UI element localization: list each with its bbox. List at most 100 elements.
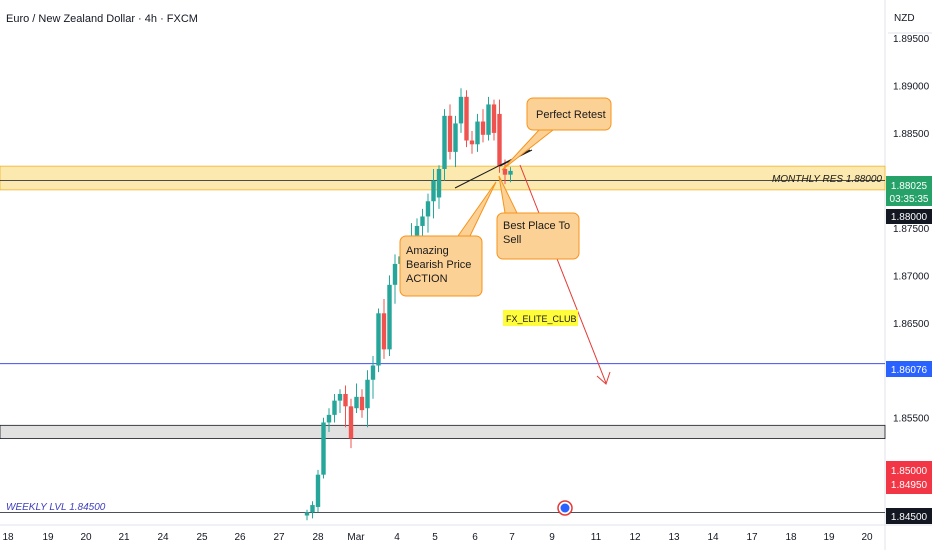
y-tick-label: 1.88500 [893, 129, 930, 140]
y-tick-label: 1.89500 [893, 34, 930, 45]
candle[interactable] [370, 356, 376, 399]
candle[interactable] [425, 193, 431, 233]
x-tick-label: 7 [509, 532, 515, 543]
candle[interactable] [387, 275, 392, 357]
candle[interactable] [343, 385, 348, 428]
candle-body [387, 284, 392, 350]
candle[interactable] [354, 383, 359, 413]
candle-body [348, 406, 354, 439]
event-marker[interactable] [557, 500, 573, 516]
candle-body [321, 422, 326, 475]
y-tick-label: 1.87500 [893, 224, 930, 235]
candle-body [343, 393, 348, 407]
candle[interactable] [497, 99, 502, 173]
x-tick-label: 19 [823, 532, 835, 543]
x-tick-label: 20 [80, 532, 92, 543]
blue-price-label-bg [886, 361, 932, 377]
candle-body [508, 170, 513, 175]
candle[interactable] [304, 509, 310, 521]
x-tick-label: 17 [746, 532, 758, 543]
monthly-res-label: MONTHLY RES 1.88000 [772, 174, 882, 185]
time-axis[interactable]: 18 19 20 21 24 25 26 27 28 Mar 4 5 6 7 9 11 12 13 14 17 18 19… [2, 532, 873, 543]
candle-body [458, 96, 464, 124]
blue-price-value: 1.86076 [891, 365, 928, 376]
candle[interactable] [431, 168, 436, 219]
candle[interactable] [359, 389, 365, 418]
perfect-retest-callout[interactable] [526, 97, 612, 131]
levels-layer [0, 165, 886, 514]
candle[interactable] [508, 167, 513, 183]
x-tick-label: 11 [591, 532, 602, 543]
candle-body [392, 263, 398, 285]
candle-body [469, 140, 475, 145]
candle[interactable] [464, 90, 469, 148]
amazing-line-2: Bearish Price [406, 259, 471, 271]
candle[interactable] [453, 115, 458, 168]
candle-body [453, 123, 458, 152]
candle-body [332, 400, 337, 415]
x-tick-label: 12 [629, 532, 641, 543]
candle[interactable] [332, 393, 337, 423]
x-tick-label: 18 [2, 532, 14, 543]
best-place-callout[interactable] [496, 212, 580, 260]
club-tag-text: FX_ELITE_CLUB [506, 314, 577, 324]
price-labels-layer: 1.88025 03:35:35 1.88000 1.86076 1.85000… [886, 176, 932, 524]
sell-arrow-line [519, 164, 607, 384]
x-tick-label: 13 [668, 532, 680, 543]
y-tick-label: 1.85500 [893, 414, 930, 425]
candle[interactable] [436, 165, 442, 209]
res-price-label-bg [886, 209, 932, 224]
candle-body [359, 396, 365, 411]
candle-body [414, 225, 420, 236]
red-price-sub: 1.84950 [891, 480, 928, 491]
candle-body [464, 96, 469, 141]
x-tick-label: 25 [196, 532, 208, 543]
candle-body [502, 168, 508, 175]
candle[interactable] [486, 96, 491, 141]
candle-body [491, 104, 497, 133]
candle[interactable] [381, 299, 387, 359]
candle-body [381, 313, 387, 350]
candle-body [310, 505, 315, 513]
red-price-label-bg [886, 461, 932, 494]
best-place-line-1: Best Place To [503, 220, 570, 232]
y-tick-label: 1.87000 [893, 271, 930, 282]
x-tick-label: 19 [42, 532, 54, 543]
candle[interactable] [321, 417, 326, 479]
monthly-res-zone [0, 165, 886, 191]
candle[interactable] [348, 398, 354, 449]
candle[interactable] [442, 109, 447, 181]
candle-body [442, 115, 447, 169]
candle[interactable] [392, 254, 398, 304]
candle-body [420, 216, 425, 226]
candle[interactable] [310, 501, 315, 519]
candle[interactable] [469, 131, 475, 154]
y-tick-label: 1.86500 [893, 319, 930, 330]
candle[interactable] [337, 389, 343, 413]
candle[interactable] [491, 99, 497, 141]
annotations-layer: Perfect Retest Best Place To Sell Amazin… [6, 97, 882, 516]
candle[interactable] [475, 113, 480, 152]
candle[interactable] [326, 408, 332, 432]
amazing-callout[interactable] [399, 235, 483, 297]
x-tick-label: 27 [273, 532, 285, 543]
x-tick-label: 18 [785, 532, 797, 543]
x-tick-label: 6 [472, 532, 478, 543]
candle-body [425, 201, 431, 217]
x-tick-label: 4 [394, 532, 400, 543]
candle[interactable] [376, 308, 381, 373]
candle[interactable] [447, 104, 453, 160]
amazing-line-1: Amazing [406, 245, 449, 257]
x-tick-label: 28 [312, 532, 324, 543]
candle[interactable] [458, 88, 464, 133]
club-tag-bg [503, 310, 578, 326]
candle[interactable] [365, 370, 370, 428]
candle[interactable] [315, 469, 321, 513]
drawings-layer [454, 129, 611, 385]
candle[interactable] [480, 109, 486, 143]
weekly-price-label-bg [886, 508, 932, 524]
y-tick-label: 1.89000 [893, 81, 930, 92]
candle-body [326, 414, 332, 423]
